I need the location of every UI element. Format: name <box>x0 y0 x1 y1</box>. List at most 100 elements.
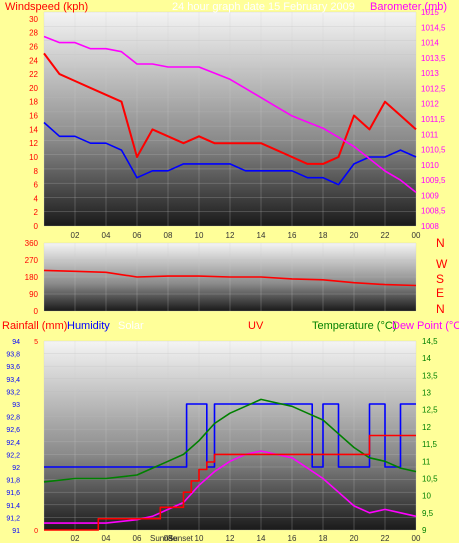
series-gust <box>43 52 417 165</box>
wind-y-tick: 14 <box>29 125 38 134</box>
compass-label: W <box>436 257 448 271</box>
wind-x-tick: 00 <box>412 231 421 240</box>
baro-y-tick: 1010,5 <box>421 146 446 155</box>
temp-y-tick: 13,5 <box>422 371 438 380</box>
baro-y-tick: 1013,5 <box>421 54 446 63</box>
wind-y-tick: 6 <box>34 181 39 190</box>
humidity-x-tick: 22 <box>381 534 390 543</box>
temp-y-tick: 13 <box>422 389 431 398</box>
series-wind-direction <box>43 269 417 287</box>
temp-y-tick: 11,5 <box>422 440 438 449</box>
winddir-y-tick: 360 <box>25 239 39 248</box>
sunset-label: Sunset <box>168 534 194 543</box>
humidity-x-tick: 10 <box>195 534 204 543</box>
humidity-x-tick: 16 <box>288 534 297 543</box>
wind-y-tick: 22 <box>29 70 38 79</box>
baro-y-tick: 1008,5 <box>421 207 446 216</box>
winddir-y-tick: 90 <box>29 290 38 299</box>
solar-title: Solar <box>118 320 144 332</box>
wind-x-tick: 02 <box>71 231 80 240</box>
baro-y-tick: 1015 <box>421 8 439 17</box>
wind-x-tick: 18 <box>319 231 328 240</box>
sunrise-label: Sunrise <box>150 534 178 543</box>
temp-y-tick: 12,5 <box>422 406 438 415</box>
humidity-y-tick: 92 <box>12 465 20 472</box>
wind-y-tick: 26 <box>29 43 38 52</box>
wind-x-tick: 10 <box>195 231 204 240</box>
temp-y-tick: 9,5 <box>422 509 434 518</box>
chart-date-title: 24 hour graph date 15 February 2009 <box>172 1 355 13</box>
temp-y-tick: 12 <box>422 423 431 432</box>
wind-x-tick: 08 <box>164 231 173 240</box>
humidity-x-tick: 20 <box>350 534 359 543</box>
humidity-y-tick: 91,8 <box>6 478 20 485</box>
humidity-x-tick: 02 <box>71 534 80 543</box>
baro-y-tick: 1011 <box>421 130 439 139</box>
baro-y-tick: 1012,5 <box>421 84 446 93</box>
wind-y-tick: 18 <box>29 98 38 107</box>
baro-y-tick: 1009,5 <box>421 176 446 185</box>
compass-label: S <box>436 272 444 286</box>
humidity-y-tick: 91 <box>12 528 20 535</box>
humidity-y-tick: 92,4 <box>6 440 20 447</box>
humidity-x-tick: 04 <box>102 534 111 543</box>
wind-x-tick: 06 <box>133 231 142 240</box>
wind-x-tick: 20 <box>350 231 359 240</box>
temp-y-tick: 14,5 <box>422 337 438 346</box>
wind-y-tick: 4 <box>34 194 39 203</box>
wind-y-tick: 16 <box>29 112 38 121</box>
uv-title: UV <box>248 320 264 332</box>
wind-y-tick: 12 <box>29 139 38 148</box>
winddir-y-tick: 270 <box>25 256 39 265</box>
wind-y-tick: 0 <box>34 222 39 231</box>
compass-label: N <box>436 236 445 250</box>
temp-y-tick: 10,5 <box>422 474 438 483</box>
windspeed-title: Windspeed (kph) <box>5 1 89 13</box>
wind-x-tick: 12 <box>226 231 235 240</box>
humidity-x-tick: 08 <box>164 534 173 543</box>
wind-x-tick: 16 <box>288 231 297 240</box>
series-humidity <box>44 403 416 468</box>
wind-x-tick: 04 <box>102 231 111 240</box>
baro-y-tick: 1014 <box>421 39 439 48</box>
wind-y-tick: 28 <box>29 29 38 38</box>
humidity-x-tick: 00 <box>412 534 421 543</box>
wind-y-tick: 20 <box>29 84 38 93</box>
wind-x-tick: 14 <box>257 231 266 240</box>
humidity-y-tick: 92,2 <box>6 452 20 459</box>
humidity-x-tick: 18 <box>319 534 328 543</box>
winddir-y-tick: 180 <box>25 273 39 282</box>
humidity-y-tick: 94 <box>12 339 20 346</box>
winddir-y-tick: 0 <box>34 307 39 316</box>
humidity-x-tick: 12 <box>226 534 235 543</box>
baro-y-tick: 1011,5 <box>421 115 445 124</box>
humidity-y-tick: 93,2 <box>6 389 20 396</box>
humidity-y-tick: 93 <box>12 402 20 409</box>
temperature-title: Temperature (°C) <box>312 320 397 332</box>
humidity-y-tick: 92,8 <box>6 415 20 422</box>
series-temperature <box>43 398 417 483</box>
series-barometer <box>43 35 417 194</box>
barometer-title: Barometer (mb) <box>370 1 448 13</box>
wind-y-tick: 2 <box>34 208 39 217</box>
humidity-y-tick: 91,2 <box>6 515 20 522</box>
series-rainfall <box>44 434 416 531</box>
humidity-y-tick: 91,6 <box>6 490 20 497</box>
compass-label: E <box>436 286 444 300</box>
baro-y-tick: 1013 <box>421 69 439 78</box>
humidity-y-tick: 91,4 <box>6 503 20 510</box>
baro-y-tick: 1010 <box>421 161 439 170</box>
temp-y-tick: 10 <box>422 492 431 501</box>
rain-y-tick: 5 <box>34 339 38 346</box>
temp-y-tick: 9 <box>422 526 427 535</box>
compass-label: N <box>436 302 445 316</box>
humidity-title: Humidity <box>67 320 110 332</box>
baro-y-tick: 1008 <box>421 222 439 231</box>
humidity-x-tick: 06 <box>133 534 142 543</box>
rain-y-tick: 0 <box>34 528 38 535</box>
wind-x-tick: 22 <box>381 231 390 240</box>
wind-y-tick: 30 <box>29 15 38 24</box>
temp-y-tick: 14 <box>422 354 431 363</box>
dewpoint-title: Dew Point (°C) <box>392 320 459 332</box>
